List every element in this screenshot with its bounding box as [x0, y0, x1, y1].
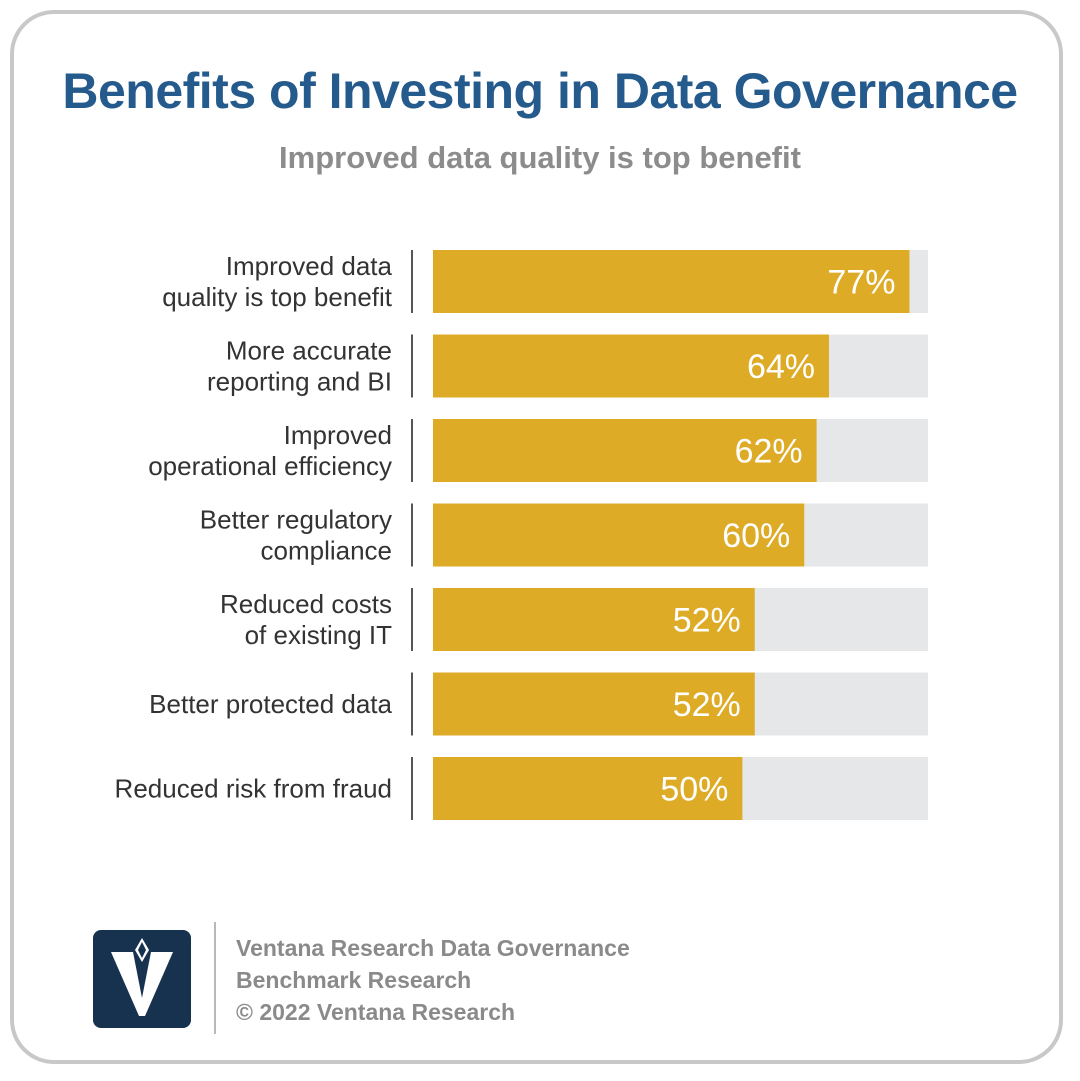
bar-value-label: 62% — [735, 433, 803, 471]
bar — [433, 588, 755, 651]
category-label: Reduced costs of existing IT — [220, 589, 392, 650]
category-label: Reduced risk from fraud — [115, 774, 392, 804]
bar — [433, 672, 755, 736]
bar — [433, 250, 910, 313]
category-label: More accurate reporting and BI — [207, 336, 392, 397]
bar-value-label: 50% — [660, 771, 728, 809]
bar-value-label: 52% — [673, 602, 741, 640]
category-label: Improved operational efficiency — [148, 420, 392, 481]
footer-credits: Ventana Research Data Governance Benchma… — [236, 932, 630, 1028]
bar — [433, 419, 817, 482]
bar — [433, 334, 829, 398]
bar-value-label: 77% — [827, 264, 895, 302]
footer-line: © 2022 Ventana Research — [236, 999, 516, 1025]
bar-value-label: 64% — [747, 348, 815, 386]
bar-value-label: 52% — [673, 686, 741, 724]
chart-subtitle: Improved data quality is top benefit — [279, 140, 801, 175]
bar — [433, 503, 805, 567]
footer-line: Ventana Research Data Governance — [236, 935, 630, 961]
bar — [433, 757, 743, 820]
category-label: Better protected data — [149, 689, 392, 719]
category-label: Improved data quality is top benefit — [162, 251, 393, 312]
ventana-logo-icon — [93, 930, 191, 1028]
bar-value-label: 60% — [722, 517, 790, 555]
footer-line: Benchmark Research — [236, 967, 472, 993]
chart-title: Benefits of Investing in Data Governance — [62, 63, 1018, 119]
footer-divider — [214, 922, 216, 1034]
bar-chart: 77% Improved data quality is top benefit 64… — [115, 250, 928, 820]
category-label: Better regulatory compliance — [200, 505, 392, 566]
